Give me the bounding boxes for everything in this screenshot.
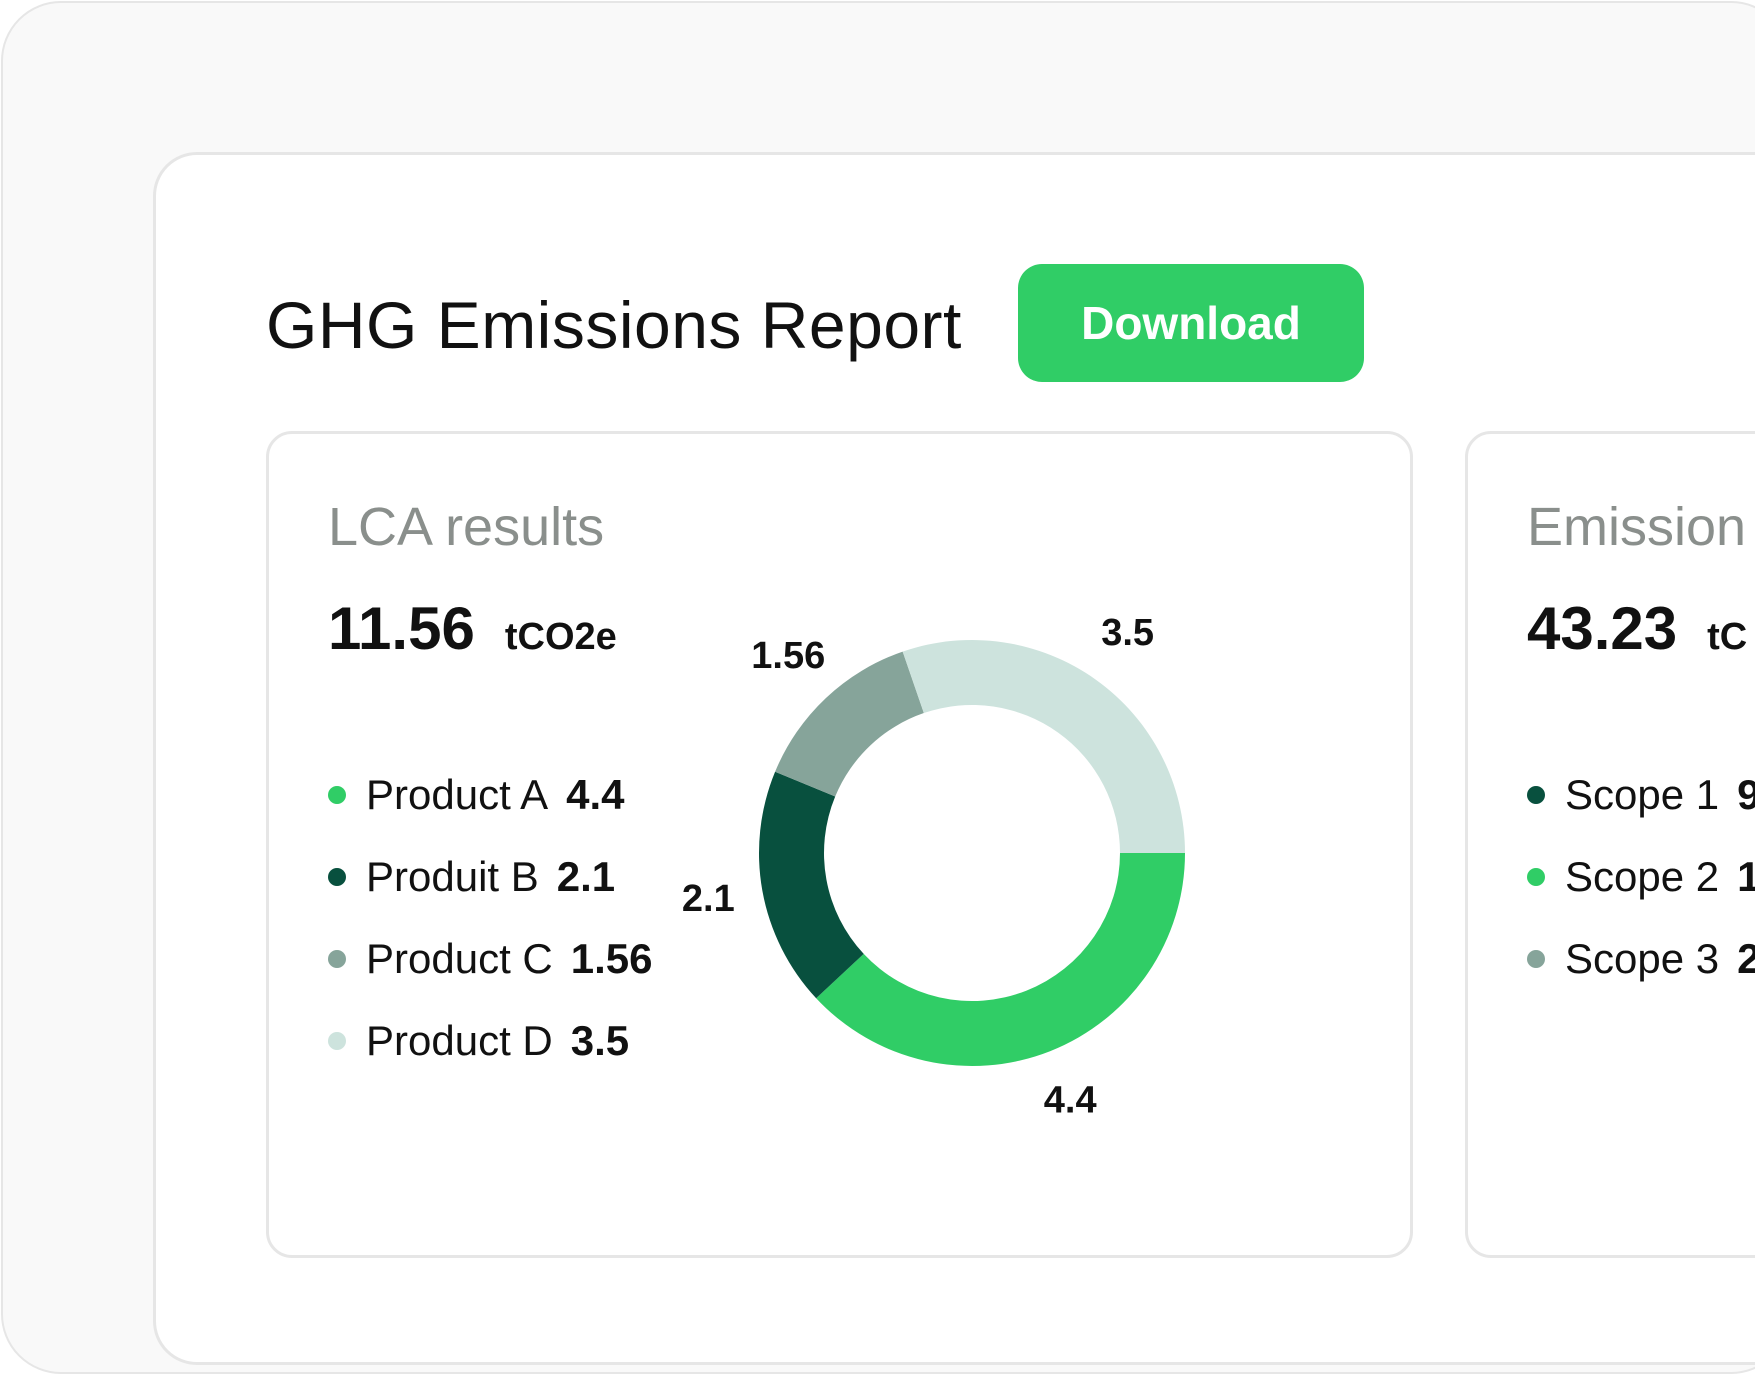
total-unit: tC [1707, 616, 1748, 658]
donut-data-label: 2.1 [682, 878, 735, 920]
legend-dot [1527, 786, 1545, 804]
donut-slice-product-a [816, 853, 1185, 1066]
donut-slice-product-d [902, 640, 1185, 853]
legend-item-product-c: Product C 1.56 [328, 918, 653, 1000]
donut-data-label: 4.4 [1044, 1079, 1097, 1121]
scope-legend: Scope 1 9 Scope 2 1 Scope 3 2 [1527, 754, 1755, 1000]
total-value: 11.56 [328, 595, 475, 662]
chart-legend: Product A 4.4 Produit B 2.1 Product C 1.… [328, 754, 653, 1082]
legend-item-produit-b: Produit B 2.1 [328, 836, 653, 918]
total-emissions: 43.23 tC [1527, 594, 1747, 663]
donut-data-label: 3.5 [1101, 612, 1154, 654]
legend-label: Product D [366, 1017, 553, 1064]
legend-value: 4.4 [566, 771, 625, 818]
legend-dot [1527, 950, 1545, 968]
total-value: 43.23 [1527, 595, 1678, 662]
card-title: Emission [1527, 497, 1747, 557]
donut-chart: 4.4 2.1 1.56 3.5 [682, 612, 1185, 1121]
legend-label: Produit B [366, 853, 539, 900]
legend-label: Scope 2 [1565, 853, 1720, 900]
legend-value: 3.5 [570, 1017, 630, 1064]
legend-label: Product A [366, 771, 549, 818]
legend-value: 1 [1737, 853, 1755, 901]
legend-dot [328, 786, 346, 804]
legend-dot [1527, 868, 1545, 886]
legend-dot [328, 950, 346, 968]
emission-scope-card: Emission 43.23 tC Scope 1 9 Scope 2 1 [1465, 431, 1755, 1258]
legend-label: Scope 1 [1565, 771, 1720, 818]
donut-slice-product-c [775, 651, 924, 797]
legend-label: Product C [366, 935, 553, 982]
legend-value: 2 [1737, 935, 1755, 983]
legend-label: Scope 3 [1565, 935, 1720, 982]
legend-item-product-d: Product D 3.5 [328, 1000, 653, 1082]
legend-dot [328, 1032, 346, 1050]
legend-item-scope-2: Scope 2 1 [1527, 836, 1755, 918]
legend-dot [328, 868, 346, 886]
total-unit: tCO2e [504, 616, 617, 658]
report-panel: GHG Emissions Report Download LCA result… [153, 152, 1755, 1365]
page-title: GHG Emissions Report [266, 288, 962, 362]
lca-results-card: LCA results 11.56 tCO2e Product A 4.4 Pr… [266, 431, 1413, 1258]
card-title: LCA results [328, 497, 605, 557]
legend-item-scope-3: Scope 3 2 [1527, 918, 1755, 1000]
download-button[interactable]: Download [1018, 264, 1364, 382]
legend-value: 2.1 [556, 853, 616, 900]
legend-item-product-a: Product A 4.4 [328, 754, 653, 836]
legend-value: 1.56 [570, 935, 653, 982]
donut-data-label: 1.56 [751, 635, 825, 677]
legend-item-scope-1: Scope 1 9 [1527, 754, 1755, 836]
donut-slice-produit-b [759, 771, 864, 999]
legend-value: 9 [1737, 771, 1755, 819]
total-emissions: 11.56 tCO2e [328, 594, 617, 663]
